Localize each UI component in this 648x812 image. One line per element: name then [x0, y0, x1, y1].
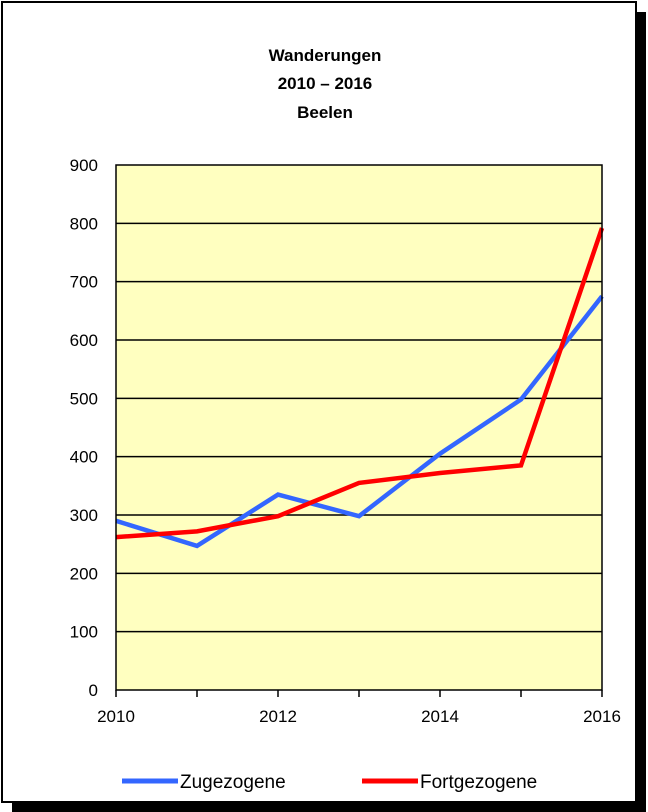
- x-tick-label-2012: 2012: [259, 707, 297, 726]
- legend-label-fortgezogene: Fortgezogene: [420, 772, 537, 793]
- legend: Zugezogene Fortgezogene: [122, 772, 537, 793]
- chart-title-line-2: 2010 – 2016: [278, 74, 373, 93]
- y-tick-labels: 0 100 200 300 400 500 600 700 800 900: [70, 156, 98, 700]
- y-tick-label-200: 200: [70, 564, 98, 583]
- chart-title-line-3: Beelen: [297, 103, 353, 122]
- series-layer: [115, 227, 605, 549]
- y-tick-label-0: 0: [89, 681, 98, 700]
- series-line-zugezogene: [115, 294, 604, 549]
- y-tick-label-300: 300: [70, 506, 98, 525]
- x-tick-labels: 2010 2012 2014 2016: [97, 707, 621, 726]
- y-tick-label-800: 800: [70, 214, 98, 233]
- y-tick-label-100: 100: [70, 623, 98, 642]
- y-tick-label-900: 900: [70, 156, 98, 175]
- x-tick-label-2016: 2016: [583, 707, 621, 726]
- x-tick-label-2014: 2014: [421, 707, 459, 726]
- legend-label-zugezogene: Zugezogene: [180, 772, 286, 793]
- y-tick-label-700: 700: [70, 273, 98, 292]
- chart-title-line-1: Wanderungen: [269, 46, 382, 65]
- y-tick-label-600: 600: [70, 331, 98, 350]
- x-tick-label-2010: 2010: [97, 707, 135, 726]
- y-tick-label-400: 400: [70, 448, 98, 467]
- plot-area: [116, 165, 602, 690]
- x-tick-marks: [115, 690, 603, 697]
- series-line-fortgezogene: [115, 227, 605, 540]
- y-tick-label-500: 500: [70, 389, 98, 408]
